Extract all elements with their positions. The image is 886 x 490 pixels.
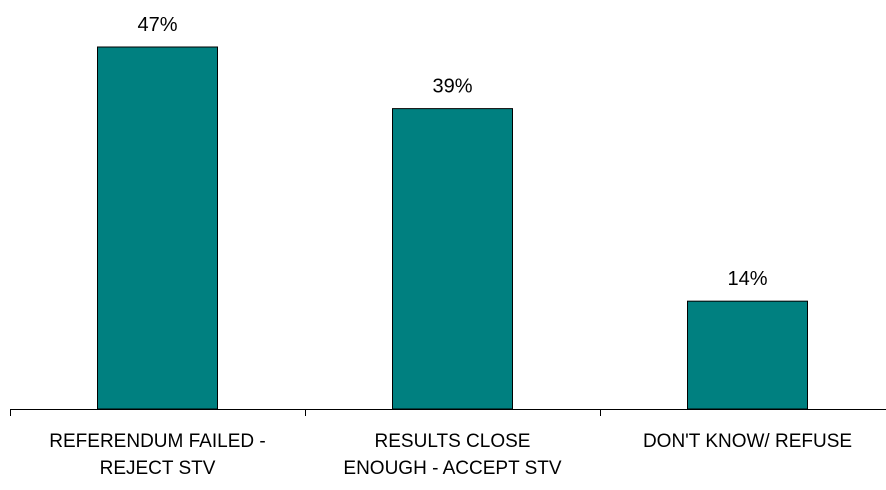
x-tick-label-3: DON'T KNOW/ REFUSE [642, 431, 853, 452]
x-tick-label-1: REFERENDUM FAILED - REJECT STV [49, 431, 266, 479]
data-label-1: 47% [137, 14, 177, 36]
value-labels-group: 47% 39% 14% [137, 14, 767, 290]
bars-group [97, 46, 808, 410]
bar-2 [392, 108, 513, 410]
bar-3 [687, 300, 808, 410]
data-label-2: 39% [432, 76, 472, 98]
data-label-3: 14% [727, 268, 767, 290]
bar-1 [97, 46, 218, 410]
x-tick-label-2: RESULTS CLOSE ENOUGH - ACCEPT STV [343, 431, 562, 479]
x-axis [10, 409, 886, 416]
